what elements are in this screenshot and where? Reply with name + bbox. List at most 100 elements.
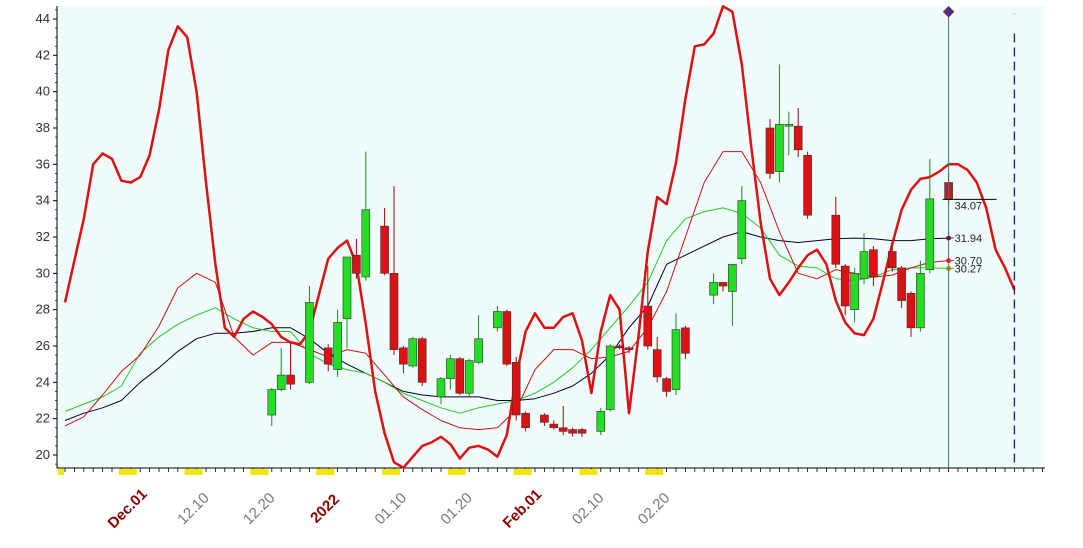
candle-body xyxy=(671,329,681,390)
x-axis: Dec.01 12.10 12.20 2022 01.10 01.20 Feb.01 02.1… xyxy=(57,467,1045,532)
cursor-diamond-marker xyxy=(942,6,955,18)
y-tick-label: 26 xyxy=(36,338,50,353)
x-tick-label: 01.20 xyxy=(437,490,476,529)
candle-body xyxy=(624,347,634,350)
weekend-marker xyxy=(118,469,137,475)
end-value-label: 30.27 xyxy=(955,263,983,275)
y-tick-label: 34 xyxy=(36,193,50,208)
candle-body xyxy=(323,347,333,365)
candle-body xyxy=(521,412,530,429)
candle-body xyxy=(897,267,906,301)
candle-body xyxy=(408,338,418,367)
candle-body xyxy=(276,374,286,390)
x-tick-label: Feb.01 xyxy=(500,486,546,532)
candle-body xyxy=(502,311,512,365)
candle-body xyxy=(399,347,408,365)
weekend-marker xyxy=(382,469,400,475)
candle-body xyxy=(596,411,606,432)
candle-body xyxy=(417,338,427,383)
candle-body xyxy=(615,345,624,349)
candle-body xyxy=(662,378,671,392)
weekend-marker xyxy=(513,469,532,475)
x-tick-label: 12.20 xyxy=(240,490,279,529)
candle-body xyxy=(916,273,925,329)
candle-body xyxy=(342,256,352,320)
candle-body xyxy=(540,414,549,423)
candle-body xyxy=(286,374,295,385)
plot-background xyxy=(57,6,1045,468)
x-tick-label: 02.10 xyxy=(569,490,608,529)
candle-body xyxy=(605,345,615,410)
candle-body xyxy=(859,251,869,280)
candle-body xyxy=(793,125,803,151)
candle-body xyxy=(850,273,859,310)
y-tick-label: 38 xyxy=(36,120,50,135)
x-tick-label: 2022 xyxy=(307,491,343,527)
projection-line-group xyxy=(63,5,1016,469)
end-value-label: 30.70 xyxy=(955,256,983,268)
candle-body xyxy=(464,360,474,394)
y-tick-label: 44 xyxy=(36,11,50,26)
candle-body xyxy=(728,263,737,292)
candle-body xyxy=(267,389,277,416)
y-tick-label: 24 xyxy=(36,374,50,389)
candle-body xyxy=(474,338,483,363)
candle-body xyxy=(925,198,935,271)
x-tick-label: 02.20 xyxy=(635,490,674,529)
weekend-marker xyxy=(316,469,335,475)
weekend-marker xyxy=(58,469,64,475)
candle-body xyxy=(493,311,502,329)
candle-body xyxy=(840,265,850,307)
candle-body xyxy=(775,124,784,172)
y-tick-label: 40 xyxy=(36,84,50,99)
candle-body xyxy=(568,429,577,434)
x-tick-label: 01.10 xyxy=(372,490,411,529)
candle-body xyxy=(511,362,521,416)
candle-body xyxy=(906,293,916,329)
candlesticks xyxy=(267,64,953,437)
weekend-marker xyxy=(447,469,466,475)
candle-body xyxy=(737,200,747,260)
x-tick-label: 12.10 xyxy=(174,490,213,529)
candle-body xyxy=(709,282,718,296)
candle-body xyxy=(380,225,389,274)
y-tick-label: 30 xyxy=(36,265,50,280)
end-value-label: 31.94 xyxy=(955,233,983,245)
candle-body xyxy=(389,273,399,350)
candle-body xyxy=(558,427,568,432)
weekend-marker xyxy=(579,469,598,475)
projection-line xyxy=(63,5,1016,469)
candle-body xyxy=(352,254,361,274)
y-tick-label: 20 xyxy=(36,447,50,462)
x-tick-label: Dec.01 xyxy=(105,486,151,532)
y-tick-label: 32 xyxy=(36,229,50,244)
weekend-marker xyxy=(250,469,269,475)
candle-body xyxy=(643,305,653,347)
end-value-label: 34.07 xyxy=(955,200,983,212)
weekend-marker xyxy=(645,469,664,475)
candle-body xyxy=(784,124,794,127)
candle-body xyxy=(869,249,878,278)
candle-body xyxy=(803,154,812,216)
ma-long-line xyxy=(64,231,949,421)
candle-body xyxy=(831,214,841,265)
y-tick-label: 22 xyxy=(36,411,50,426)
y-axis: 20 22 24 26 28 30 32 34 36 38 40 42 44 xyxy=(36,6,58,468)
candle-body xyxy=(361,209,371,278)
y-tick-label: 42 xyxy=(36,47,50,62)
candle-body xyxy=(577,429,587,434)
candle-body xyxy=(333,322,342,370)
candle-body xyxy=(455,358,465,394)
candle-body xyxy=(652,349,662,378)
candle-body xyxy=(436,378,446,398)
candle-body xyxy=(765,127,775,174)
moving-averages xyxy=(64,151,949,431)
weekend-marker xyxy=(184,469,203,475)
ma-short-line xyxy=(64,151,949,431)
candle-body xyxy=(887,251,897,269)
candle-body xyxy=(446,358,455,380)
candle-body xyxy=(305,302,314,383)
ma-mid-line xyxy=(64,207,949,414)
